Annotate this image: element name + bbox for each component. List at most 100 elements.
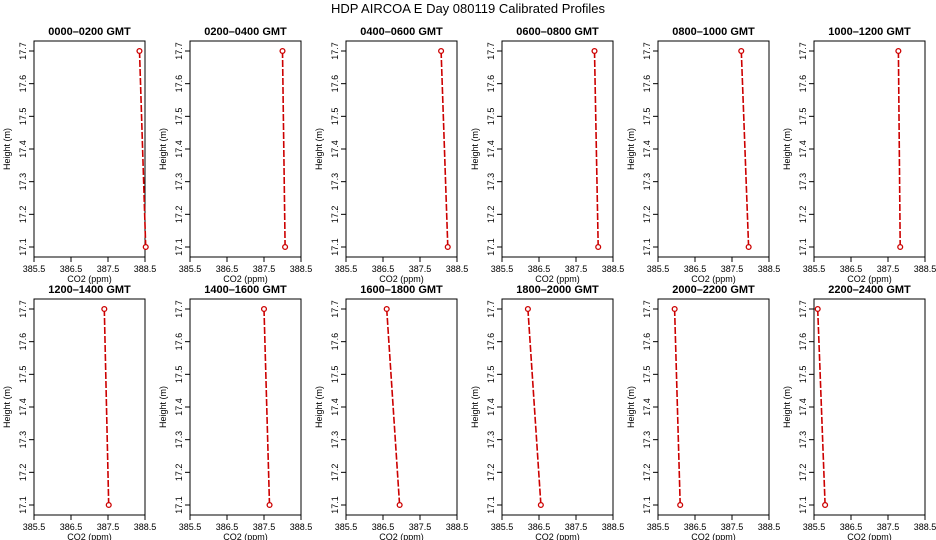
y-axis-label: Height (m) [158,128,168,170]
chart-panel: 0000–0200 GMT 385.5 386.5 387.5 388.5 17.1 17.… [2,26,156,284]
y-tick-label: 17.7 [174,300,184,318]
data-point [745,243,752,251]
data-point [101,305,108,313]
data-point [266,501,273,509]
y-tick-label: 17.1 [486,496,496,514]
y-tick-label: 17.3 [18,431,28,449]
x-tick-label: 387.5 [253,522,276,532]
x-tick-label: 388.5 [446,522,469,532]
x-tick-label: 385.5 [179,522,202,532]
data-point [444,243,451,251]
plot-frame [345,298,458,516]
x-tick-label: 385.5 [491,522,514,532]
y-tick-label: 17.4 [486,140,496,158]
y-tick-label: 17.1 [798,238,808,256]
y-tick-label: 17.7 [642,42,652,60]
plot-frame [33,298,146,516]
data-point [537,501,544,509]
y-tick-label: 17.4 [330,398,340,416]
chart-panel: 1600–1800 GMT 385.5 386.5 387.5 388.5 17.1 17.… [314,284,468,540]
x-tick-label: 386.5 [684,264,707,274]
y-tick-label: 17.4 [798,398,808,416]
x-axis-label: CO2 (ppm) [379,532,424,540]
x-tick-label: 388.5 [446,264,469,274]
x-axis-label: CO2 (ppm) [847,532,892,540]
panel-title: 1200–1400 GMT [48,284,131,296]
profile-line [740,50,750,248]
chart-panel: 1000–1200 GMT 385.5 386.5 387.5 388.5 17.1 17.… [782,26,936,284]
panel-title: 1600–1800 GMT [360,284,443,296]
y-tick-label: 17.6 [330,75,340,93]
y-tick-label: 17.1 [18,238,28,256]
panel-title: 0000–0200 GMT [48,26,131,38]
y-axis-label: Height (m) [626,386,636,428]
y-tick-label: 17.7 [18,42,28,60]
x-tick-label: 385.5 [335,522,358,532]
y-tick-label: 17.4 [18,398,28,416]
y-tick-label: 17.6 [486,333,496,351]
y-tick-label: 17.3 [174,431,184,449]
x-tick-label: 387.5 [721,264,744,274]
panel-title: 0600–0800 GMT [516,26,599,38]
x-tick-label: 388.5 [134,264,157,274]
y-tick-label: 17.2 [798,464,808,482]
y-tick-label: 17.3 [486,431,496,449]
x-axis-label: CO2 (ppm) [691,274,736,284]
y-axis-label: Height (m) [626,128,636,170]
y-tick-label: 17.5 [798,366,808,384]
y-tick-label: 17.6 [18,333,28,351]
y-tick-label: 17.4 [18,140,28,158]
data-point [383,305,390,313]
profile-line [103,308,110,506]
x-axis-label: CO2 (ppm) [379,274,424,284]
y-tick-label: 17.7 [486,42,496,60]
x-tick-label: 385.5 [23,522,46,532]
y-tick-label: 17.6 [18,75,28,93]
y-tick-label: 17.7 [330,300,340,318]
y-tick-label: 17.2 [330,464,340,482]
x-tick-label: 385.5 [803,522,826,532]
y-tick-label: 17.1 [798,496,808,514]
y-tick-label: 17.5 [174,366,184,384]
y-tick-label: 17.3 [642,173,652,191]
y-tick-label: 17.3 [18,173,28,191]
y-tick-label: 17.4 [642,140,652,158]
x-tick-label: 387.5 [97,522,120,532]
panel-title: 1400–1600 GMT [204,284,287,296]
y-tick-label: 17.5 [330,366,340,384]
x-tick-label: 388.5 [914,522,936,532]
y-tick-label: 17.6 [642,333,652,351]
profile-line [440,50,449,248]
data-point [814,305,821,313]
y-tick-label: 17.2 [486,206,496,224]
y-tick-label: 17.5 [18,366,28,384]
x-tick-label: 387.5 [565,264,588,274]
y-tick-label: 17.5 [330,108,340,126]
y-tick-label: 17.2 [486,464,496,482]
y-tick-label: 17.6 [174,333,184,351]
y-tick-label: 17.4 [174,140,184,158]
chart-panel: 1400–1600 GMT 385.5 386.5 387.5 388.5 17.1 17.… [158,284,312,540]
y-tick-label: 17.7 [642,300,652,318]
x-tick-label: 387.5 [409,522,432,532]
x-axis-label: CO2 (ppm) [223,532,268,540]
x-tick-label: 386.5 [216,264,239,274]
y-tick-label: 17.3 [642,431,652,449]
data-point [595,243,602,251]
y-tick-label: 17.4 [174,398,184,416]
x-tick-label: 387.5 [97,264,120,274]
data-point [279,47,286,55]
y-tick-label: 17.7 [174,42,184,60]
x-axis-label: CO2 (ppm) [67,532,112,540]
plot-frame [813,40,926,258]
x-tick-label: 388.5 [290,522,313,532]
y-tick-label: 17.5 [18,108,28,126]
data-point [738,47,745,55]
y-tick-label: 17.1 [174,238,184,256]
y-tick-label: 17.7 [18,300,28,318]
data-point [822,501,829,509]
x-tick-label: 388.5 [602,522,625,532]
panel-title: 2200–2400 GMT [828,284,911,296]
y-axis-label: Height (m) [158,386,168,428]
